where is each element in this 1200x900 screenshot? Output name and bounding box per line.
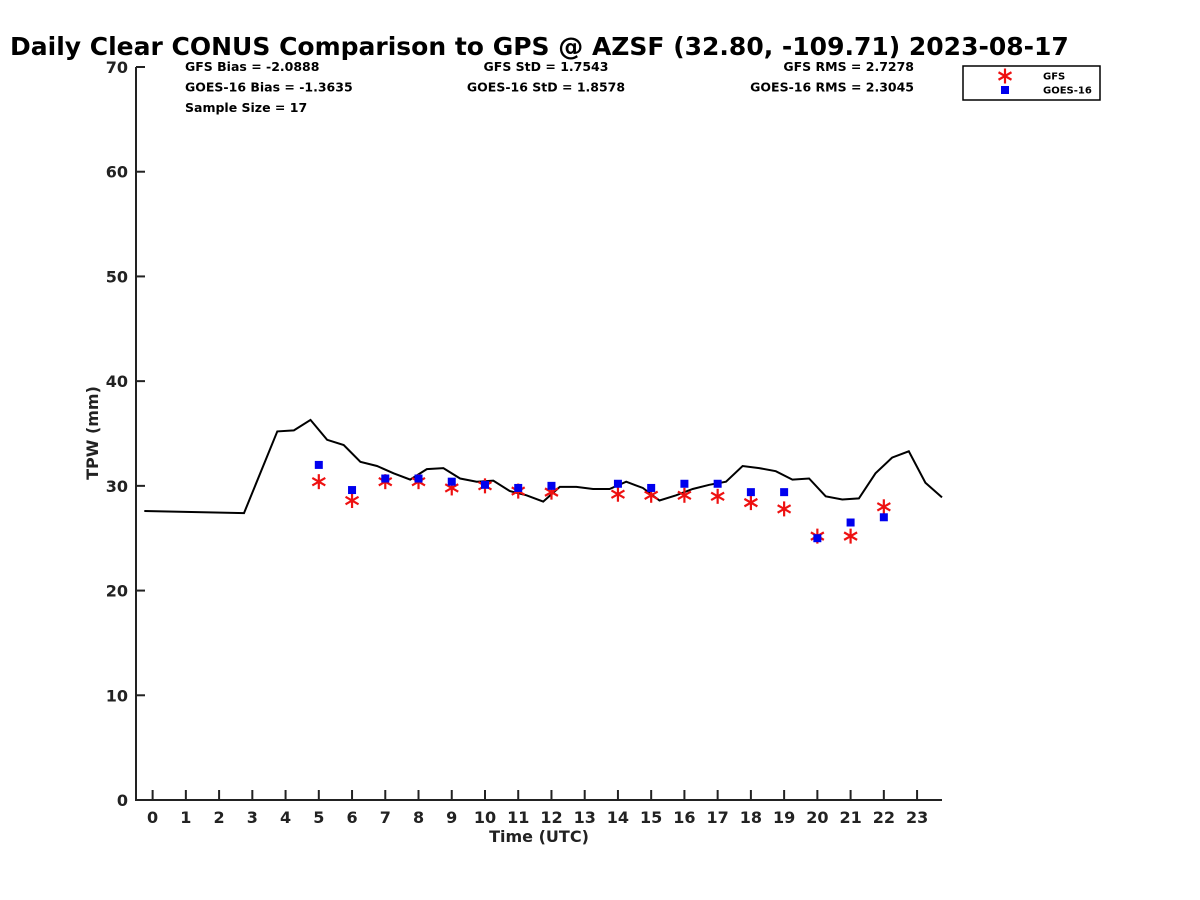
x-tick-label: 0 bbox=[147, 808, 158, 827]
gfs-point bbox=[311, 474, 326, 490]
y-tick-label: 10 bbox=[106, 686, 128, 705]
goes16-point bbox=[879, 513, 888, 522]
legend-goes16-marker bbox=[1001, 86, 1009, 94]
stat-text: GFS StD = 1.7543 bbox=[484, 59, 609, 74]
goes16-point bbox=[514, 483, 523, 492]
goes16-point bbox=[613, 479, 622, 488]
gfs-point bbox=[710, 488, 725, 504]
gfs-point bbox=[743, 495, 758, 511]
legend-label: GOES-16 bbox=[1043, 86, 1092, 97]
x-tick-label: 8 bbox=[413, 808, 424, 827]
x-tick-label: 4 bbox=[280, 808, 291, 827]
stat-text: GOES-16 RMS = 2.3045 bbox=[750, 80, 914, 95]
gfs-point bbox=[677, 487, 692, 503]
x-tick-label: 13 bbox=[574, 808, 596, 827]
y-tick-label: 0 bbox=[117, 791, 128, 810]
gfs-point bbox=[777, 501, 792, 517]
stat-text: GOES-16 StD = 1.8578 bbox=[467, 80, 625, 95]
y-tick-label: 30 bbox=[106, 477, 128, 496]
statistics-block: GFS Bias = -2.0888 GFS StD = 1.7543 GFS RM… bbox=[185, 59, 914, 115]
series-goes-16 bbox=[314, 460, 888, 543]
x-tick-label: 7 bbox=[380, 808, 391, 827]
x-tick-label: 10 bbox=[474, 808, 496, 827]
x-tick-label: 20 bbox=[806, 808, 828, 827]
goes16-point bbox=[547, 481, 556, 490]
gps-line bbox=[144, 418, 943, 515]
goes16-point bbox=[680, 479, 689, 488]
goes16-point bbox=[381, 474, 390, 483]
x-tick-label: 3 bbox=[247, 808, 258, 827]
x-tick-label: 11 bbox=[507, 808, 529, 827]
x-tick-label: 17 bbox=[707, 808, 729, 827]
goes16-point bbox=[813, 534, 822, 543]
gfs-point bbox=[610, 486, 625, 502]
legend-box bbox=[962, 65, 1101, 101]
plot-area bbox=[144, 418, 943, 544]
y-tick-label: 20 bbox=[106, 582, 128, 601]
chart-title: Daily Clear CONUS Comparison to GPS @ AZ… bbox=[10, 32, 1069, 61]
x-tick-label: 21 bbox=[839, 808, 861, 827]
gps-reference-line bbox=[144, 418, 943, 515]
x-tick-label: 5 bbox=[313, 808, 324, 827]
x-tick-label: 1 bbox=[180, 808, 191, 827]
x-tick-label: 18 bbox=[740, 808, 762, 827]
x-tick-label: 14 bbox=[607, 808, 629, 827]
y-tick-label: 60 bbox=[106, 163, 128, 182]
x-tick-label: 19 bbox=[773, 808, 795, 827]
data-series bbox=[311, 460, 891, 544]
goes16-point bbox=[746, 488, 755, 497]
x-tick-label: 6 bbox=[346, 808, 357, 827]
x-axis-ticks: 0 1 2 3 4 5 6 7 8 9 10 11 12 13 14 15 16 17 18 19 20 21 22 23 bbox=[147, 790, 928, 827]
y-axis-ticks: 0 10 20 30 40 50 60 70 bbox=[106, 58, 145, 810]
x-tick-label: 23 bbox=[906, 808, 928, 827]
x-tick-label: 22 bbox=[873, 808, 895, 827]
goes16-point bbox=[647, 483, 656, 492]
gfs-point bbox=[843, 528, 858, 544]
goes16-point bbox=[713, 479, 722, 488]
goes16-point bbox=[846, 518, 855, 527]
legend: GFS GOES-16 bbox=[962, 65, 1101, 101]
axes: 0 1 2 3 4 5 6 7 8 9 10 11 12 13 14 15 16 17 18 19 20 21 22 23 0… bbox=[106, 58, 942, 827]
goes16-point bbox=[348, 486, 357, 495]
stat-text: GFS Bias = -2.0888 bbox=[185, 59, 319, 74]
gfs-point bbox=[876, 499, 891, 515]
x-axis-label: Time (UTC) bbox=[489, 827, 589, 846]
legend-gfs-marker bbox=[997, 68, 1013, 84]
gfs-point bbox=[344, 493, 360, 509]
goes16-point bbox=[314, 460, 323, 469]
y-tick-label: 40 bbox=[106, 372, 128, 391]
x-tick-label: 16 bbox=[673, 808, 695, 827]
x-tick-label: 9 bbox=[446, 808, 457, 827]
y-tick-label: 50 bbox=[106, 267, 128, 286]
stat-text: Sample Size = 17 bbox=[185, 100, 307, 115]
x-tick-label: 2 bbox=[214, 808, 225, 827]
goes16-point bbox=[480, 480, 489, 489]
stat-text: GFS RMS = 2.7278 bbox=[783, 59, 914, 74]
x-tick-label: 15 bbox=[640, 808, 662, 827]
goes16-point bbox=[447, 477, 456, 486]
series-gfs bbox=[311, 474, 891, 544]
y-axis-label: TPW (mm) bbox=[83, 386, 102, 480]
y-tick-label: 70 bbox=[106, 58, 128, 77]
goes16-point bbox=[780, 488, 789, 497]
stat-text: GOES-16 Bias = -1.3635 bbox=[185, 80, 353, 95]
goes16-point bbox=[414, 474, 423, 483]
x-tick-label: 12 bbox=[540, 808, 562, 827]
legend-label: GFS bbox=[1043, 72, 1065, 83]
